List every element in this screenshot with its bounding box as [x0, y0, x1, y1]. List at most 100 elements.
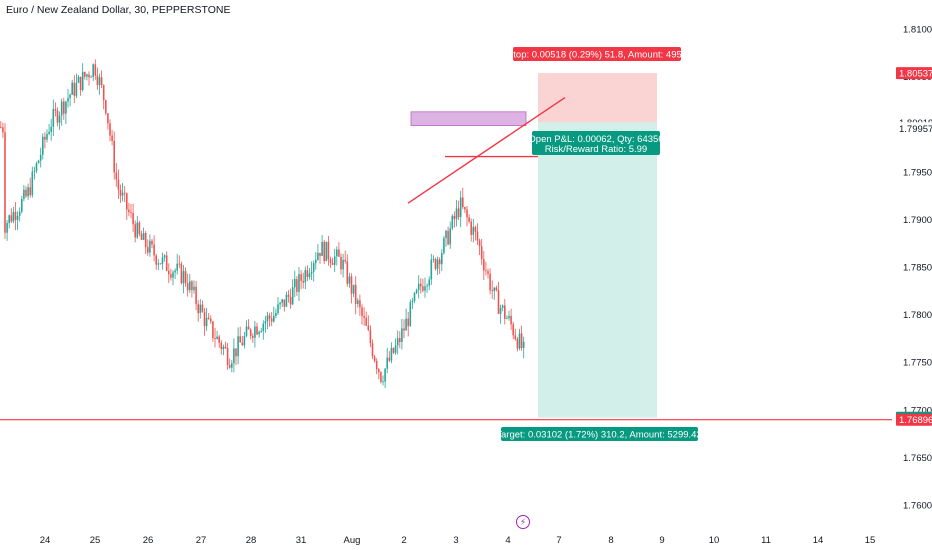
candle-body: [117, 179, 120, 190]
y-tick-label: 1.77500: [903, 358, 932, 369]
candle-body: [462, 197, 464, 207]
candle-body: [27, 187, 29, 197]
x-tick-label: 8: [608, 535, 613, 546]
candle-body: [138, 222, 141, 235]
candle-body: [228, 364, 231, 368]
candle-body: [357, 300, 359, 304]
candle-body: [151, 240, 153, 245]
candle-body: [113, 140, 115, 173]
candle-body: [369, 330, 372, 344]
candle-body: [6, 223, 8, 233]
candle-body: [432, 258, 435, 260]
candle-body: [205, 317, 208, 327]
candle-body: [470, 221, 472, 235]
candle-body: [392, 347, 395, 353]
pnl-label: Open P&L: 0.00062, Qty: 64350: [528, 134, 663, 145]
candle-body: [310, 271, 313, 274]
candle-body: [79, 76, 82, 91]
candle-body: [308, 273, 311, 278]
candle-body: [390, 347, 393, 361]
candle-body: [319, 252, 321, 256]
candles[interactable]: [0, 59, 525, 388]
candle-body: [504, 305, 506, 319]
pnl-box: [532, 131, 660, 155]
candle-body: [344, 259, 346, 262]
candle-body: [417, 283, 420, 291]
candle-body: [443, 238, 445, 254]
candle-body: [325, 241, 328, 262]
drawings[interactable]: [0, 96, 892, 421]
x-tick-label: 28: [246, 535, 257, 546]
candle-body: [273, 315, 275, 322]
candle-body: [191, 281, 193, 291]
candle-body: [510, 315, 512, 325]
candle-body: [67, 98, 69, 102]
candle-body: [522, 341, 525, 349]
candle-body: [317, 252, 319, 260]
candle-body: [338, 249, 340, 257]
candle-body: [441, 253, 443, 265]
x-tick-label: 27: [196, 535, 207, 546]
candle-body: [142, 232, 145, 240]
candle-body: [424, 286, 426, 291]
candle-body: [71, 82, 73, 95]
candle-body: [380, 372, 382, 382]
candle-body: [512, 324, 514, 336]
candle-body: [365, 317, 367, 326]
candle-body: [86, 74, 88, 77]
candle-body: [54, 109, 57, 111]
candle-body: [210, 318, 212, 322]
candle-body: [105, 100, 107, 114]
candle-body: [361, 307, 363, 317]
candle-body: [226, 348, 229, 365]
candle-body: [430, 259, 433, 280]
price-badge: [896, 122, 932, 135]
candle-body: [489, 273, 491, 291]
candle-body: [161, 257, 164, 264]
x-tick-label: 10: [709, 535, 720, 546]
candle-body: [199, 304, 202, 314]
candle-body: [506, 318, 508, 319]
target-label-box: [501, 427, 698, 441]
candle-body: [126, 193, 128, 210]
target-zone: [538, 122, 657, 418]
candle-body: [501, 305, 504, 308]
candle-body: [123, 192, 126, 194]
candle-body: [69, 94, 71, 99]
candle-body: [249, 329, 252, 336]
candle-body: [195, 286, 197, 305]
candle-body: [321, 241, 323, 256]
candle-body: [478, 240, 481, 247]
candle-body: [212, 321, 214, 339]
candle-body: [476, 231, 479, 241]
time-axis[interactable]: 24 25 26 27 28 31 Aug 2 3 4 7 8 9 10 11 14 15: [40, 535, 876, 546]
candle-body: [403, 328, 405, 331]
candle-body: [304, 270, 307, 283]
x-tick-label: 24: [40, 535, 51, 546]
price-badge-label: 1.80537: [899, 69, 932, 80]
candle-body: [218, 336, 220, 343]
candle-body: [459, 197, 462, 218]
candle-body: [289, 296, 292, 305]
candle-body: [268, 315, 271, 319]
candle-body: [155, 255, 157, 265]
price-axis[interactable]: 1.810001.805001.800001.795001.790001.785…: [896, 25, 932, 512]
candle-body: [0, 127, 2, 128]
candle-body: [279, 302, 281, 305]
candle-body: [157, 263, 160, 265]
y-tick-label: 1.78500: [903, 263, 932, 274]
x-tick-label: 11: [761, 535, 771, 546]
x-tick-label: 26: [143, 535, 154, 546]
candle-body: [174, 270, 176, 273]
candle-body: [21, 198, 23, 212]
stop-label: Stop: 0.00518 (0.29%) 51.8, Amount: 4950: [507, 50, 687, 61]
candle-body: [132, 212, 134, 225]
candle-body: [239, 336, 241, 343]
candle-body: [115, 172, 118, 180]
candle-body: [237, 336, 239, 357]
lightning-icon[interactable]: ⚡: [516, 515, 530, 529]
x-tick-label: 9: [659, 535, 664, 546]
candle-body: [58, 115, 61, 123]
x-tick-label: 3: [453, 535, 458, 546]
